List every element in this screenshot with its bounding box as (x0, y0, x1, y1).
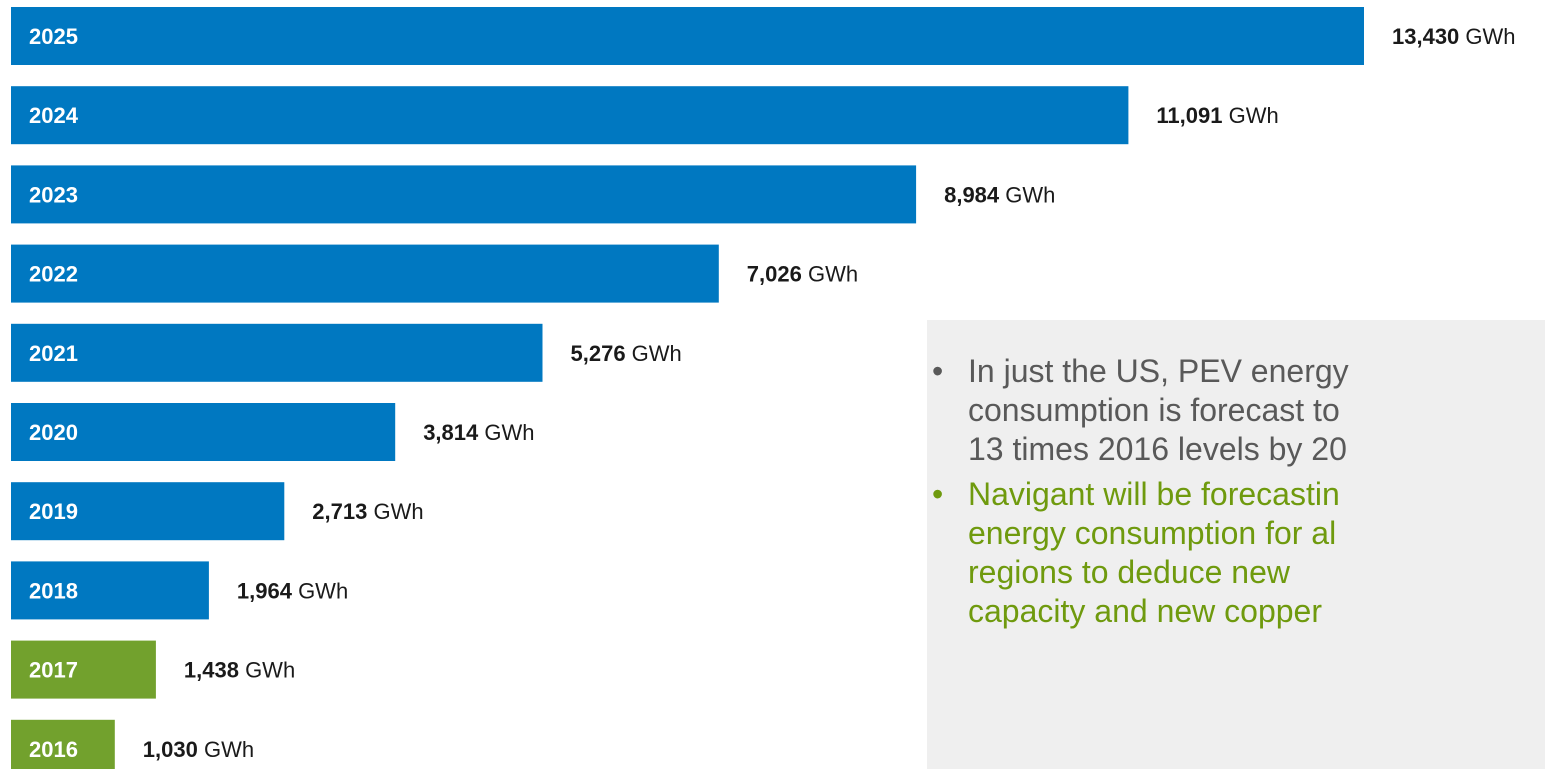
category-label-2017: 2017 (29, 658, 78, 683)
bar-2024 (11, 86, 1129, 145)
value-label-2021: 5,276 GWh (571, 341, 682, 366)
value-number: 5,276 (571, 341, 626, 366)
value-label-2022: 7,026 GWh (747, 262, 858, 287)
bar-2025 (11, 7, 1364, 65)
bullet-2-line-3: regions to deduce new (968, 554, 1290, 590)
bar-2022 (11, 244, 719, 303)
bullet-1-line-3: 13 times 2016 levels by 20 (968, 431, 1347, 467)
value-label-2016: 1,030 GWh (143, 737, 254, 762)
value-number: 2,713 (312, 499, 367, 524)
bullet-2-line-2: energy consumption for al (968, 515, 1337, 551)
category-label-2016: 2016 (29, 737, 78, 762)
value-number: 1,438 (184, 658, 239, 683)
value-unit: GWh (292, 578, 348, 603)
bullet-2-line-1: Navigant will be forecastin (968, 476, 1340, 512)
category-label-2021: 2021 (29, 341, 78, 366)
category-label-2020: 2020 (29, 420, 78, 445)
bullet-marker: • (932, 353, 944, 389)
value-label-2018: 1,964 GWh (237, 578, 348, 603)
bar-2019 (11, 482, 285, 541)
value-unit: GWh (478, 420, 534, 445)
value-unit: GWh (1459, 24, 1515, 49)
bar-2020 (11, 403, 396, 461)
value-label-2023: 8,984 GWh (944, 182, 1055, 207)
bar-2016 (11, 719, 115, 769)
bullet-1-line-1: In just the US, PEV energy (968, 353, 1349, 389)
category-label-2025: 2025 (29, 24, 78, 49)
bullet-navigant-forecasting: • Navigant will be forecastin energy con… (927, 475, 1545, 631)
value-number: 13,430 (1392, 24, 1459, 49)
value-unit: GWh (239, 658, 295, 683)
value-number: 8,984 (944, 182, 1000, 207)
bullet-2-line-4: capacity and new copper (968, 593, 1322, 629)
value-unit: GWh (367, 499, 423, 524)
value-number: 11,091 (1156, 103, 1222, 128)
value-number: 7,026 (747, 262, 802, 287)
notes-panel: • In just the US, PEV energy consumption… (927, 320, 1545, 769)
value-number: 3,814 (423, 420, 479, 445)
bullet-marker: • (932, 476, 944, 512)
value-unit: GWh (1222, 103, 1278, 128)
value-number: 1,964 (237, 578, 293, 603)
value-label-2020: 3,814 GWh (423, 420, 534, 445)
bar-2017 (11, 640, 156, 699)
bullet-consumption-forecast: • In just the US, PEV energy consumption… (927, 352, 1545, 469)
value-label-2025: 13,430 GWh (1392, 24, 1516, 49)
value-unit: GWh (999, 182, 1055, 207)
value-unit: GWh (626, 341, 682, 366)
category-label-2022: 2022 (29, 262, 78, 287)
category-label-2023: 2023 (29, 182, 78, 207)
bar-2021 (11, 323, 543, 382)
category-label-2018: 2018 (29, 578, 78, 603)
bar-2018 (11, 561, 209, 620)
category-label-2019: 2019 (29, 499, 78, 524)
bar-2023 (11, 165, 917, 224)
value-number: 1,030 (143, 737, 198, 762)
value-label-2019: 2,713 GWh (312, 499, 423, 524)
value-label-2017: 1,438 GWh (184, 658, 295, 683)
value-unit: GWh (802, 262, 858, 287)
value-label-2024: 11,091 GWh (1156, 103, 1278, 128)
value-unit: GWh (198, 737, 254, 762)
bullet-1-line-2: consumption is forecast to (968, 392, 1340, 428)
category-label-2024: 2024 (29, 103, 79, 128)
